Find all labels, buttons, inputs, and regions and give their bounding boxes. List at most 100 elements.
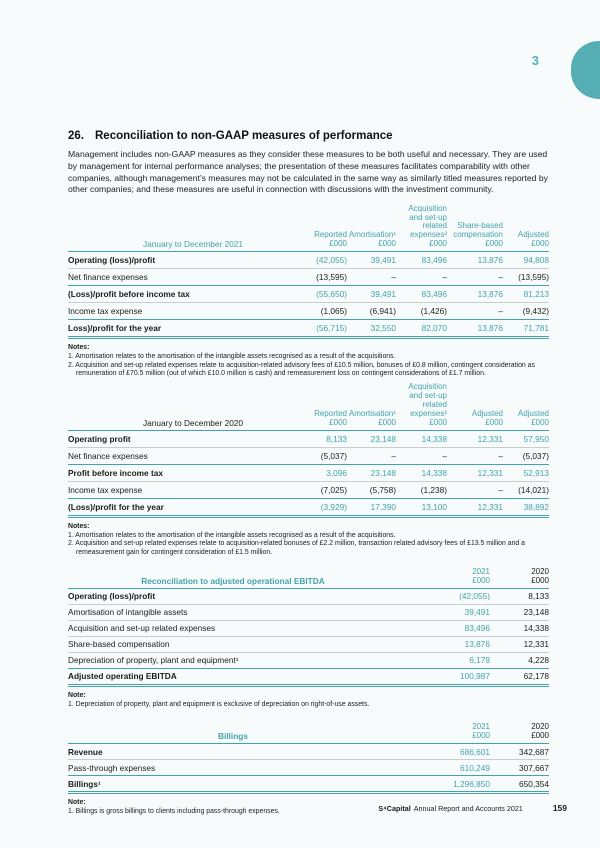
column-header-2020: 2020 £000 [531,722,549,741]
cell-value: 71,781 [503,319,549,340]
cell-value: 1,296,850 [408,775,490,795]
cell-value: 83,496 [396,285,447,303]
period-header-cell: January to December 2020 [68,386,283,431]
column-header-2020: 2020 £000 [531,567,549,585]
row-label: (Loss)/profit before income tax [68,285,283,303]
note-item: 2. Acquisition and set-up related expens… [68,361,535,378]
cell-value: – [447,447,503,465]
row-label: Pass-through expenses [68,759,408,776]
cell-value: 23,148 [490,603,549,621]
row-label: Profit before income tax [68,464,283,482]
cell-value: 12,331 [447,498,503,518]
cell-value: (1,426) [396,302,447,320]
cell-value: – [347,268,396,286]
cell-value: 12,331 [447,430,503,448]
cell-value: 82,070 [396,319,447,340]
cell-value: 650,354 [490,775,549,795]
cell-value: 3,096 [283,464,347,482]
cell-value: 62,178 [490,667,549,687]
cell-value: – [447,302,503,320]
row-label: Adjusted operating EBITDA [68,667,408,687]
note-item: 1. Depreciation of property, plant and e… [68,700,370,708]
note-item: 1. Billings is gross billings to clients… [68,807,280,815]
cell-value: 83,496 [396,251,447,269]
cell-value: (13,595) [503,268,549,286]
period-header-cell: January to December 2021 [68,207,283,252]
row-label: Loss)/profit for the year [68,319,283,340]
table-row: Amortisation of intangible assets 39,491… [68,603,549,621]
cell-value: (13,595) [283,268,347,286]
table-row: Share-based compensation 13,876 12,331 [68,635,549,653]
table-row: Profit before income tax 3,096 23,148 14… [68,464,549,482]
table-header-row: January to December 2021 Reported £000 Am… [68,203,549,252]
section-heading: 26. Reconciliation to non-GAAP measures … [68,130,549,142]
billings-table: Billings 2021 £000 2020 £000 Revenue 686,6… [68,722,549,795]
cell-value: (42,055) [283,251,347,269]
notes-2021: Notes: 1. Amortisation relates to the am… [68,344,549,379]
table-total-row: Loss)/profit for the year (56,715) 32,55… [68,319,549,340]
page-content: 26. Reconciliation to non-GAAP measures … [68,0,549,817]
table-row: Pass-through expenses 610,249 307,667 [68,759,549,776]
cell-value: 6,179 [408,651,490,669]
column-header-2021: 2021 £000 [472,722,490,741]
period-label: January to December 2021 [142,239,244,250]
section-title: Reconciliation to non-GAAP measures of p… [95,130,393,142]
cell-value: 13,876 [447,319,503,340]
column-header-acquisition-expenses: Acquisition and set-up related expenses²… [408,382,447,428]
table-total-row: (Loss)/profit for the year (3,929) 17,39… [68,498,549,518]
table-row: Operating (loss)/profit (42,055) 39,491 … [68,251,549,269]
cell-value: 8,133 [490,587,549,605]
note-item: 2. Acquisition and set-up related expens… [68,540,525,557]
notes-2020: Notes: 1. Amortisation relates to the am… [68,523,549,558]
page-footer: S⁴Capital Annual Report and Accounts 202… [68,803,567,813]
cell-value: (56,715) [283,319,347,340]
cell-value: 13,100 [396,498,447,518]
cell-value: 610,249 [408,759,490,776]
row-label: Acquisition and set-up related expenses [68,619,408,637]
row-label: Income tax expense [68,302,283,320]
cell-value: 14,338 [396,464,447,482]
cell-value: 32,550 [347,319,396,340]
footer-brand: S⁴Capital [378,804,411,813]
table-row: Income tax expense (1,065) (6,941) (1,42… [68,302,549,320]
row-label: Net finance expenses [68,447,283,465]
cell-value: (6,941) [347,302,396,320]
row-label: Operating (loss)/profit [68,251,283,269]
cell-value: (5,758) [347,481,396,499]
cell-value: 23,148 [347,464,396,482]
cell-value: 100,987 [408,667,490,687]
column-header-2021: 2021 £000 [472,567,490,585]
table-row: Depreciation of property, plant and equi… [68,651,549,669]
row-label: Revenue [68,743,408,760]
cell-value: – [396,447,447,465]
cell-value: 686,601 [408,743,490,760]
row-label: Operating profit [68,430,283,448]
table-total-row: Adjusted operating EBITDA 100,987 62,178 [68,667,549,687]
table-title-cell: Reconciliation to adjusted operational E… [68,567,408,589]
cell-value: 14,338 [396,430,447,448]
note-item: 1. Amortisation relates to the amortisat… [68,531,396,539]
cell-value: – [396,268,447,286]
table-row: Operating (loss)/profit (42,055) 8,133 [68,587,549,605]
cell-value: 12,331 [447,464,503,482]
column-header-adjusted: Adjusted £000 [517,230,549,249]
cell-value: (9,432) [503,302,549,320]
cell-value: 17,390 [347,498,396,518]
table-total-row: Billings¹ 1,296,850 650,354 [68,775,549,795]
notes-title: Note: [68,691,86,699]
cell-value: 39,491 [347,251,396,269]
table-row: Acquisition and set-up related expenses … [68,619,549,637]
intro-paragraph: Management includes non-GAAP measures as… [68,149,548,195]
column-header-acquisition-expenses: Acquisition and set-up related expenses²… [408,203,447,249]
cell-value: (5,037) [503,447,549,465]
row-label: Income tax expense [68,481,283,499]
cell-value: 39,491 [408,603,490,621]
non-gaap-table-2020: January to December 2020 Reported £000 Am… [68,382,549,518]
cell-value: – [447,481,503,499]
cell-value: 13,876 [447,251,503,269]
cell-value: 13,876 [408,635,490,653]
footer-text: Annual Report and Accounts 2021 [413,804,523,813]
table-header-row: Reconciliation to adjusted operational E… [68,567,549,589]
cell-value: 12,331 [490,635,549,653]
cell-value: 38,892 [503,498,549,518]
